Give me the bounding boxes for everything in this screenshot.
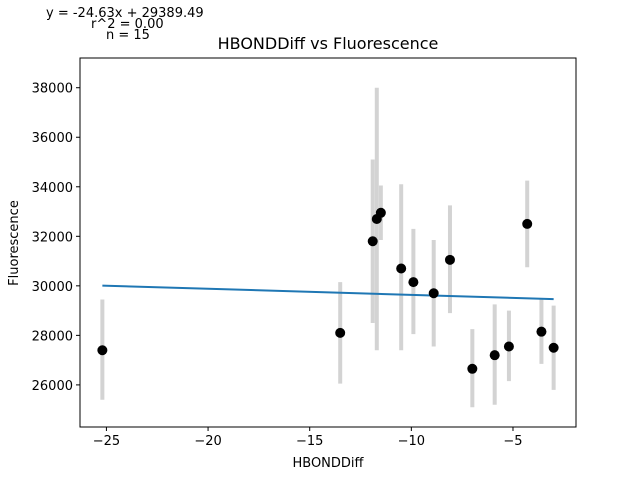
data-point	[522, 218, 533, 229]
regression-line	[102, 284, 554, 301]
data-point	[536, 326, 547, 337]
y-tick-label: 36000	[32, 131, 73, 146]
data-point	[444, 254, 455, 265]
data-point	[375, 207, 386, 218]
data-point	[335, 327, 346, 338]
y-tick-label: 38000	[32, 82, 73, 97]
data-point	[548, 342, 559, 353]
data-point	[367, 236, 378, 247]
point-group	[97, 207, 559, 374]
y-tick-label: 26000	[32, 379, 73, 394]
y-axis-ticks: 26000 28000 30000 32000 34000 36000 38000	[32, 82, 80, 394]
x-axis-label: HBONDDiff	[292, 456, 364, 471]
y-axis-label: Fluorescence	[7, 200, 22, 286]
data-point	[489, 350, 500, 361]
data-point	[503, 341, 514, 352]
y-tick-label: 32000	[32, 230, 73, 245]
data-point	[408, 277, 419, 288]
x-tick-label: −20	[194, 434, 221, 449]
sample-size-label: n = 15	[106, 28, 150, 43]
data-point	[396, 263, 407, 274]
y-tick-label: 34000	[32, 181, 73, 196]
chart-title: HBONDDiff vs Fluorescence	[218, 34, 439, 53]
x-tick-label: −25	[93, 434, 120, 449]
y-tick-label: 28000	[32, 329, 73, 344]
regression-equation: y = -24.63x + 29389.49	[46, 6, 204, 21]
plot-frame	[79, 57, 577, 428]
y-tick-label: 30000	[32, 280, 73, 295]
x-axis-ticks: −25 −20 −15 −10 −5	[93, 427, 523, 449]
x-tick-label: −10	[398, 434, 425, 449]
data-point	[97, 345, 108, 356]
data-point	[428, 288, 439, 299]
x-tick-label: −5	[503, 434, 522, 449]
data-point	[467, 363, 478, 374]
r-squared-label: r^2 = 0.00	[91, 17, 164, 32]
x-tick-label: −15	[296, 434, 323, 449]
fit-line-group	[102, 284, 554, 301]
